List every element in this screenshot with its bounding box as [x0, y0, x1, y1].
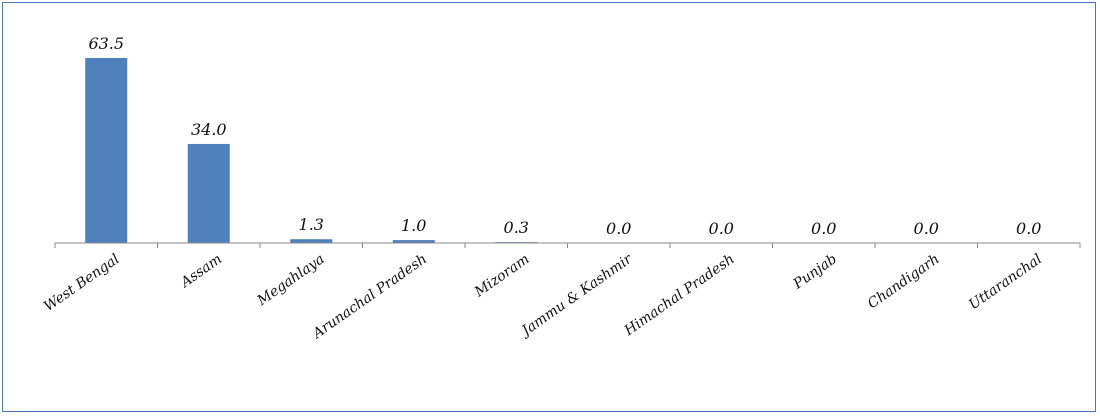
category-label: Assam	[176, 251, 225, 292]
data-label: 63.5	[88, 34, 124, 53]
data-label: 0.0	[1016, 219, 1041, 238]
data-label: 1.3	[299, 215, 324, 234]
category-label: Himachal Pradesh	[621, 251, 738, 339]
bar	[290, 239, 333, 243]
x-axis-ticks-group	[54, 243, 1081, 248]
data-label: 0.3	[504, 218, 529, 237]
category-label: Arunachal Pradesh	[308, 251, 430, 343]
bar	[85, 58, 128, 243]
data-label: 34.0	[191, 120, 227, 139]
category-label: Jammu & Kashmir	[517, 250, 636, 340]
data-label: 0.0	[914, 219, 939, 238]
data-label: 1.0	[401, 216, 426, 235]
data-label: 0.0	[811, 219, 836, 238]
bar	[392, 240, 435, 243]
category-label: West Bengal	[41, 251, 122, 315]
data-label: 0.0	[709, 219, 734, 238]
category-label: Chandigarh	[865, 251, 943, 312]
category-label: Mizoram	[471, 251, 533, 301]
category-label: Megahlaya	[254, 251, 328, 309]
data-labels-group: 63.5 34.0 1.3 1.0 0.3 0.0 0.0 0.0 0.0 0.0	[88, 34, 1041, 238]
category-label: Uttaranchal	[966, 251, 1045, 313]
category-label: Punjab	[790, 251, 840, 293]
data-label: 0.0	[606, 219, 631, 238]
bar	[187, 143, 230, 243]
